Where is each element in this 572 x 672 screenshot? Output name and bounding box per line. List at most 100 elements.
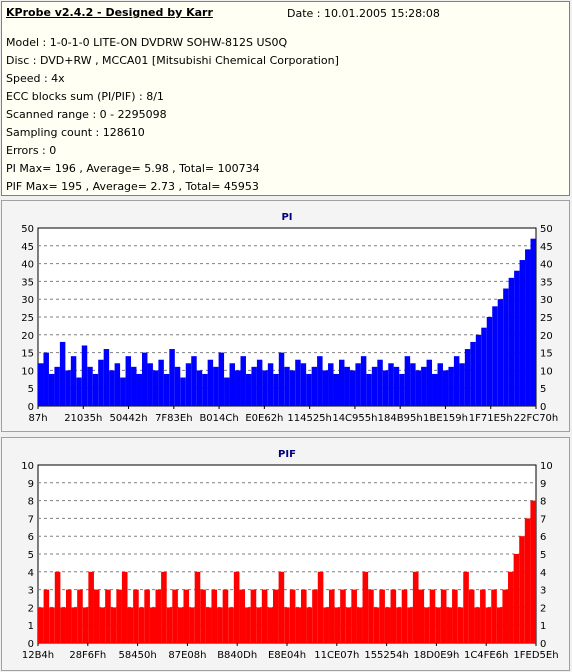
data-bar <box>54 366 60 406</box>
data-bar <box>289 370 296 406</box>
data-bar <box>415 370 422 406</box>
info-pi-stats: PI Max= 196 , Average= 5.98 , Total= 100… <box>6 162 260 175</box>
data-bar <box>218 352 225 406</box>
y-tick-label: 15 <box>21 349 34 360</box>
info-pif-stats: PIF Max= 195 , Average= 2.73 , Total= 45… <box>6 180 259 193</box>
y-tick-label-right: 45 <box>540 242 553 253</box>
data-bar <box>440 589 447 643</box>
y-tick-label: 10 <box>21 366 34 377</box>
data-bar <box>70 356 77 406</box>
data-bar <box>491 589 497 643</box>
data-bar <box>174 366 181 406</box>
y-tick-label-right: 35 <box>540 277 553 288</box>
data-bar <box>530 238 536 406</box>
data-bar <box>245 607 251 643</box>
data-bar <box>333 373 339 406</box>
data-bar <box>497 299 504 406</box>
app-title: KProbe v2.4.2 - Designed by Karr <box>6 6 213 19</box>
data-bar <box>481 327 487 406</box>
data-bar <box>401 589 408 643</box>
data-bar <box>48 373 55 406</box>
data-bar <box>524 518 531 643</box>
data-bar <box>382 370 389 406</box>
data-bar <box>196 370 203 406</box>
data-bar <box>273 373 279 406</box>
y-tick-label: 50 <box>21 224 34 235</box>
data-bar <box>54 571 61 643</box>
data-bar <box>435 607 441 643</box>
data-bar <box>452 589 458 643</box>
data-bar <box>163 373 170 406</box>
y-tick-label: 35 <box>21 277 34 288</box>
data-bar <box>377 359 383 406</box>
data-bar <box>217 607 223 643</box>
data-bar <box>421 366 427 406</box>
data-bar <box>407 607 413 643</box>
y-tick-label-right: 15 <box>540 349 553 360</box>
data-bar <box>211 589 218 643</box>
data-bar <box>273 589 279 643</box>
info-speed: Speed : 4x <box>6 72 65 85</box>
data-bar <box>480 589 486 643</box>
y-tick-label-right: 5 <box>540 550 546 561</box>
data-bar <box>158 359 164 406</box>
data-bar <box>131 366 137 406</box>
data-bar <box>256 359 263 406</box>
x-tick-label: 114525h <box>287 413 332 424</box>
data-bar <box>105 589 111 643</box>
data-bar <box>222 589 229 643</box>
data-bar <box>38 607 44 643</box>
y-tick-label: 2 <box>28 603 34 614</box>
data-bar <box>125 356 132 406</box>
data-bar <box>60 607 66 643</box>
x-tick-label: E8E04h <box>268 650 306 661</box>
data-bar <box>256 607 262 643</box>
data-bar <box>295 359 301 406</box>
data-bar <box>502 589 509 643</box>
data-bar <box>262 370 268 406</box>
data-bar <box>59 341 66 406</box>
x-tick-label: E0E62h <box>245 413 283 424</box>
data-bar <box>194 571 201 643</box>
data-bar <box>426 359 433 406</box>
data-bar <box>459 363 465 406</box>
y-tick-label-right: 0 <box>540 402 546 413</box>
x-tick-label: 58450h <box>119 650 157 661</box>
data-bar <box>240 356 246 406</box>
data-bar <box>189 607 195 643</box>
data-bar <box>486 317 493 406</box>
data-bar <box>464 349 471 406</box>
data-bar <box>213 366 219 406</box>
data-bar <box>224 377 230 406</box>
scan-date: Date : 10.01.2005 15:28:08 <box>287 7 440 20</box>
data-bar <box>183 589 190 643</box>
data-bar <box>127 607 134 643</box>
data-bar <box>205 607 212 643</box>
pi-chart: PI 0 0 5 5 10 10 15 15 20 20 25 25 30 30 35 35 40 40 45 45 50… <box>21 212 558 424</box>
data-bar <box>180 377 186 406</box>
data-bar <box>340 589 346 643</box>
data-bar <box>429 589 436 643</box>
data-bar <box>362 571 369 643</box>
y-tick-label-right: 8 <box>540 497 546 508</box>
data-bar <box>278 352 285 406</box>
data-bar <box>496 607 503 643</box>
y-tick-label: 0 <box>28 639 34 650</box>
info-model: Model : 1-0-1-0 LITE-ON DVDRW SOHW-812S … <box>6 36 288 49</box>
data-bar <box>432 373 438 406</box>
data-bar <box>384 607 391 643</box>
data-bar <box>446 607 453 643</box>
data-bar <box>442 370 449 406</box>
data-bar <box>492 306 498 406</box>
x-tick-label: 12B4h <box>22 650 54 661</box>
data-bar <box>99 607 106 643</box>
data-bar <box>177 607 184 643</box>
data-bar <box>116 589 122 643</box>
data-bar <box>360 356 367 406</box>
pi-chart-panel: PI 0 0 5 5 10 10 15 15 20 20 25 25 30 30 35 35 40 40 45 45 50… <box>1 200 570 432</box>
data-bar <box>470 341 476 406</box>
y-tick-label: 5 <box>28 384 34 395</box>
data-bar <box>144 589 150 643</box>
data-bar <box>519 536 525 643</box>
data-bar <box>344 366 350 406</box>
